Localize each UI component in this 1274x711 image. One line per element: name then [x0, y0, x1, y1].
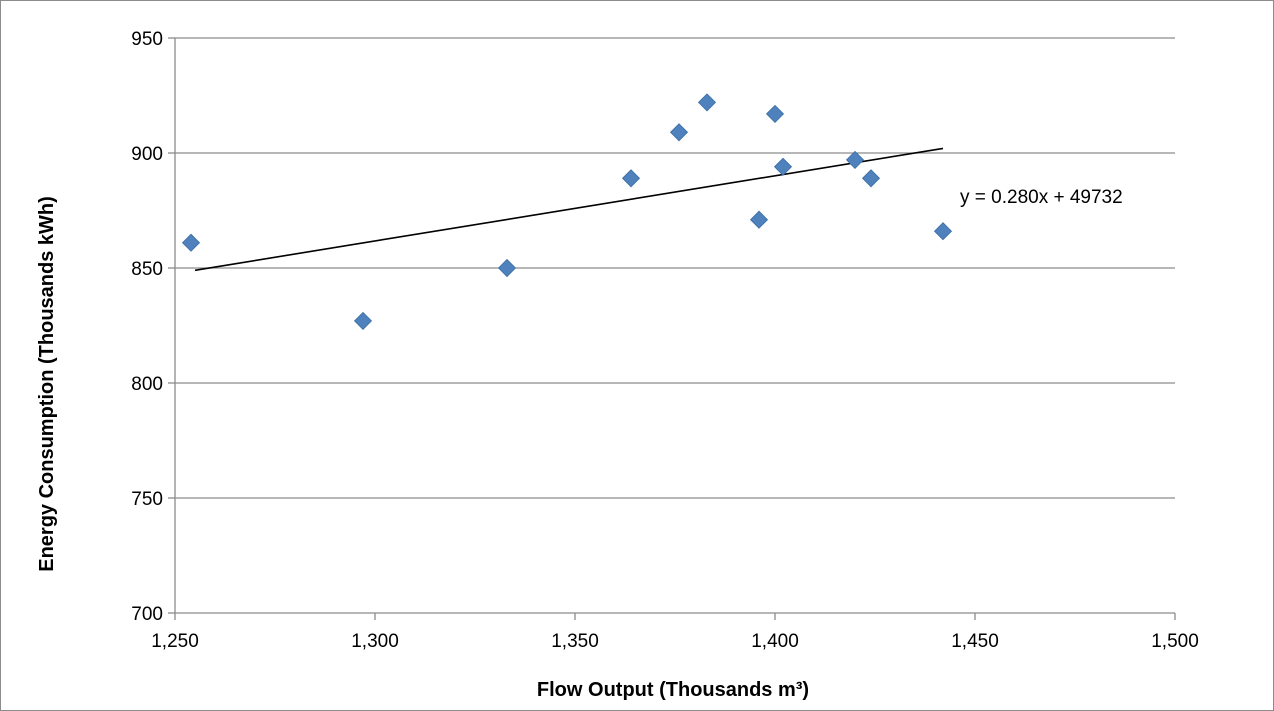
y-tick-label: 800 [131, 374, 163, 395]
data-point [353, 311, 373, 330]
x-tick-label: 1,250 [151, 631, 199, 652]
y-tick-label: 900 [131, 144, 163, 165]
trendline [194, 147, 944, 272]
data-point [845, 150, 865, 169]
data-point [621, 169, 641, 188]
x-tick-label: 1,450 [951, 631, 999, 652]
trendline-group [194, 147, 944, 272]
trendline-equation: y = 0.280x + 49732 [960, 187, 1123, 208]
data-point [497, 258, 517, 278]
x-axis-title: Flow Output (Thousands m³) [537, 679, 809, 701]
y-axis-ticks: 700 750 800 850 900 950 [131, 29, 175, 625]
data-point [749, 210, 769, 229]
x-tick-label: 1,350 [551, 631, 599, 652]
data-point [697, 93, 717, 112]
x-tick-label: 1,300 [351, 631, 399, 652]
gridlines [175, 37, 1175, 499]
x-tick-label: 1,500 [1151, 631, 1199, 652]
x-axis-ticks: 1,250 1,300 1,350 1,400 1,450 1,500 [151, 613, 1199, 652]
data-point [933, 222, 953, 241]
y-tick-label: 850 [131, 259, 163, 280]
y-tick-label: 950 [131, 29, 163, 50]
data-points [181, 93, 953, 330]
y-axis-title: Energy Consumption (Thousands kWh) [36, 196, 58, 572]
data-point [669, 123, 689, 142]
data-point [861, 169, 881, 188]
data-point [181, 233, 201, 252]
y-tick-label: 700 [131, 604, 163, 625]
x-tick-label: 1,400 [751, 631, 799, 652]
y-tick-label: 750 [131, 489, 163, 510]
axes [174, 38, 1175, 614]
data-point [765, 104, 785, 123]
data-point [773, 157, 793, 176]
